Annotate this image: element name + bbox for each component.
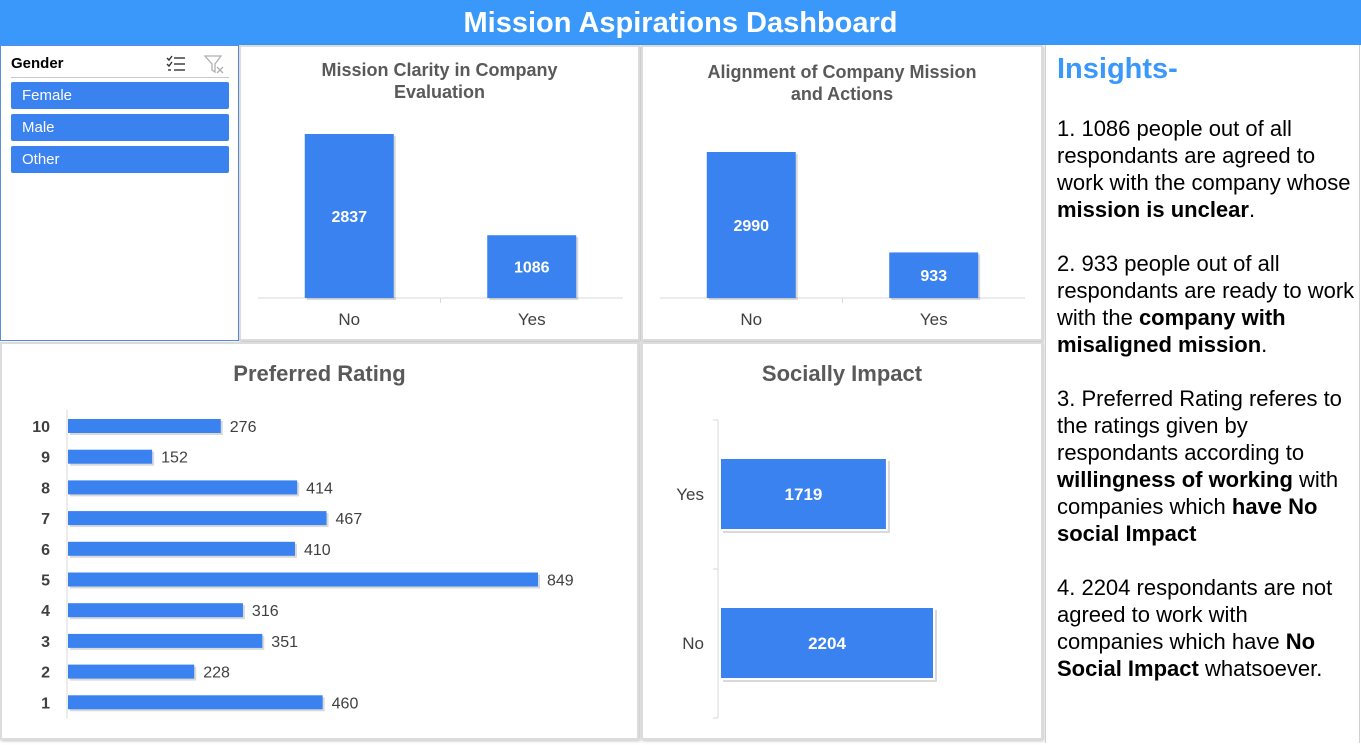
data-label: 467 xyxy=(336,511,363,528)
bar xyxy=(719,606,935,680)
category-label: 5 xyxy=(41,573,50,590)
category-label: 10 xyxy=(32,419,50,436)
page-title: Mission Aspirations Dashboard xyxy=(0,0,1361,45)
mission-clarity-panel: Mission Clarity in Company Evaluation 28… xyxy=(239,45,640,341)
alignment-chart: 2990 No 933 Yes xyxy=(660,152,1025,329)
bar xyxy=(889,252,979,298)
category-label: No xyxy=(682,634,704,653)
data-label: 933 xyxy=(920,268,947,285)
multi-select-icon[interactable] xyxy=(165,53,187,75)
data-label: 460 xyxy=(332,695,359,712)
data-label: 228 xyxy=(203,665,230,682)
insight-2-end: . xyxy=(1261,332,1268,357)
category-label: Yes xyxy=(676,485,704,504)
insight-3-text: 3. Preferred Rating referes to the ratin… xyxy=(1057,386,1342,465)
insight-4-emphasis: No Social Impact xyxy=(1057,629,1316,681)
mission-clarity-title-line2: Evaluation xyxy=(393,82,486,102)
data-label: 351 xyxy=(271,634,298,651)
category-label: Yes xyxy=(920,310,948,329)
bar xyxy=(706,152,796,298)
mission-clarity-chart: 2837 No 1086 Yes xyxy=(258,134,623,329)
insight-1-emphasis: mission is unclear xyxy=(1057,197,1249,222)
data-label: 1086 xyxy=(514,260,550,277)
category-label: 9 xyxy=(41,450,50,467)
preferred-rating-chart: 10 276 9 152 8 414 7 467 6 410 5 849 4 316 3 351 2 228 1 46… xyxy=(32,410,574,719)
insight-2: 2. 933 people out of all respondants are… xyxy=(1057,250,1357,358)
alignment-title: Alignment of Company Mission and Actions xyxy=(643,61,1041,105)
bar xyxy=(68,480,298,495)
alignment-title-line1: Alignment of Company Mission xyxy=(707,62,977,82)
bar xyxy=(68,541,295,556)
insights-panel: Insights- 1. 1086 people out of all resp… xyxy=(1045,45,1360,743)
bar xyxy=(304,134,394,298)
insight-1-end: . xyxy=(1248,197,1256,222)
insight-3-emphasis-2: have No social Impact xyxy=(1057,494,1318,546)
bar xyxy=(68,511,327,526)
data-label: 414 xyxy=(306,480,333,497)
category-label: 1 xyxy=(41,695,50,712)
bar xyxy=(68,695,323,710)
slicer-item-female[interactable]: Female xyxy=(11,82,229,109)
social-impact-chart: Yes 1719 No 2204 xyxy=(676,419,937,719)
insight-1-text: 1. 1086 people out of all respondants ar… xyxy=(1057,116,1351,195)
slicer-item-other[interactable]: Other xyxy=(11,146,229,173)
data-label: 2837 xyxy=(331,209,367,226)
alignment-title-line2: and Actions xyxy=(790,84,894,104)
social-impact-title: Socially Impact xyxy=(761,361,923,386)
category-label: 2 xyxy=(41,665,50,682)
gender-slicer: Gender Female Male O xyxy=(0,45,239,341)
preferred-rating-title: Preferred Rating xyxy=(233,361,406,386)
clear-filter-icon[interactable] xyxy=(203,53,225,75)
slicer-item-male[interactable]: Male xyxy=(11,114,229,141)
bar xyxy=(68,572,538,587)
category-label: Yes xyxy=(518,310,546,329)
insight-4-text: 4. 2204 respondants are not agreed to wo… xyxy=(1057,575,1333,654)
data-label: 2204 xyxy=(808,634,846,653)
insight-4-end: whatsoever. xyxy=(1198,656,1323,681)
data-label: 152 xyxy=(161,450,188,467)
slicer-header: Gender xyxy=(11,50,229,78)
data-label: 276 xyxy=(230,419,257,436)
insights-body: 1. 1086 people out of all respondants ar… xyxy=(1057,115,1357,709)
bar xyxy=(487,235,577,298)
alignment-panel: Alignment of Company Mission and Actions… xyxy=(641,45,1043,341)
bar xyxy=(68,449,153,464)
category-label: 7 xyxy=(41,511,50,528)
insight-3: 3. Preferred Rating referes to the ratin… xyxy=(1057,385,1357,547)
category-label: 6 xyxy=(41,542,50,559)
bar xyxy=(68,664,195,679)
category-label: No xyxy=(740,310,762,329)
slicer-title: Gender xyxy=(11,55,64,72)
mission-clarity-title-line1: Mission Clarity in Company xyxy=(321,60,558,80)
bar xyxy=(68,633,263,648)
data-label: 410 xyxy=(304,542,331,559)
bar xyxy=(719,457,888,531)
bar xyxy=(68,419,221,433)
category-label: 4 xyxy=(41,603,50,620)
bar xyxy=(68,603,243,618)
mission-clarity-title: Mission Clarity in Company Evaluation xyxy=(241,59,638,103)
insight-2-emphasis: company with misaligned mission xyxy=(1057,305,1286,357)
insight-2-text: 2. 933 people out of all respondants are… xyxy=(1057,251,1355,330)
insight-4: 4. 2204 respondants are not agreed to wo… xyxy=(1057,574,1357,682)
insight-3-emphasis-1: willingness of working xyxy=(1057,467,1293,492)
preferred-rating-panel: Preferred Rating 10 276 9 152 8 414 7 467 6 410 5 8… xyxy=(0,342,639,740)
insight-3-middle: with companies which xyxy=(1057,467,1339,519)
category-label: No xyxy=(338,310,360,329)
insights-title: Insights- xyxy=(1057,53,1178,85)
social-impact-panel: Socially Impact Yes 1719 No 2204 xyxy=(641,342,1043,740)
data-label: 316 xyxy=(252,603,279,620)
category-label: 8 xyxy=(41,480,50,497)
data-label: 1719 xyxy=(785,485,823,504)
category-label: 3 xyxy=(41,634,50,651)
data-label: 849 xyxy=(547,573,574,590)
insight-1: 1. 1086 people out of all respondants ar… xyxy=(1057,115,1357,223)
data-label: 2990 xyxy=(733,218,769,235)
